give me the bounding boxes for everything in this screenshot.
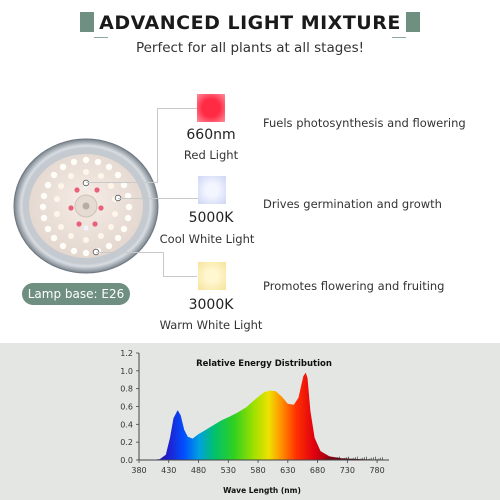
x-tick-label: 680	[310, 466, 325, 475]
connector-warm	[163, 252, 164, 276]
connector-cool	[118, 198, 198, 199]
lamp-base-badge: Lamp base: E26	[22, 283, 130, 305]
connector-warm	[163, 276, 197, 277]
x-tick-label: 730	[340, 466, 355, 475]
warm-white-name: Warm White Light	[159, 318, 263, 332]
x-tick-label: 530	[221, 466, 236, 475]
x-tick-label: 780	[369, 466, 384, 475]
y-tick-label: 1.2	[120, 349, 133, 358]
y-tick-label: 0.2	[120, 438, 133, 447]
red-light-description: Fuels photosynthesis and flowering	[263, 116, 466, 130]
red-light-name: Red Light	[183, 148, 239, 162]
warm-white-swatch	[198, 262, 226, 290]
y-tick-label: 0.6	[120, 403, 133, 412]
y-tick-label: 0.4	[120, 420, 133, 429]
chart-title: Relative Energy Distribution	[196, 359, 332, 369]
page-subtitle: Perfect for all plants at all stages!	[135, 40, 365, 56]
cool-white-swatch	[198, 176, 226, 204]
header-bar-right	[406, 12, 420, 32]
y-tick-label: 0.0	[120, 456, 133, 465]
connector-warm	[96, 252, 164, 253]
warm-white-value: 3000K	[188, 297, 234, 313]
cool-white-name: Cool White Light	[159, 232, 255, 246]
spectrum-panel: 0.0 0.2 0.4 0.6 0.8 1.0 1.2 380 430 480 530 580 630…	[0, 343, 500, 500]
y-tick-label: 0.8	[120, 385, 133, 394]
y-tick-label: 1.0	[120, 367, 133, 376]
red-light-swatch	[197, 94, 225, 122]
x-tick-label: 430	[161, 466, 176, 475]
x-tick-label: 630	[280, 466, 295, 475]
x-tick-label: 480	[191, 466, 206, 475]
cool-white-description: Drives germination and growth	[263, 197, 442, 211]
connector-red	[157, 108, 158, 183]
x-tick-label: 380	[131, 466, 146, 475]
warm-white-description: Promotes flowering and fruiting	[263, 279, 445, 293]
spectrum-area	[139, 372, 389, 460]
x-axis-label: Wave Length (nm)	[223, 486, 301, 495]
header-underline-left	[94, 37, 108, 38]
page-title: ADVANCED LIGHT MIXTURE	[99, 12, 401, 34]
connector-red	[86, 182, 158, 183]
lamp-image	[13, 138, 159, 274]
header-bar-left	[80, 12, 94, 32]
header-underline-right	[392, 37, 406, 38]
x-tick-label: 580	[250, 466, 265, 475]
spectrum-chart: 0.0 0.2 0.4 0.6 0.8 1.0 1.2 380 430 480 530 580 630…	[120, 349, 389, 495]
cool-white-value: 5000K	[188, 210, 234, 226]
connector-red	[157, 108, 197, 109]
red-light-value: 660nm	[186, 127, 236, 143]
